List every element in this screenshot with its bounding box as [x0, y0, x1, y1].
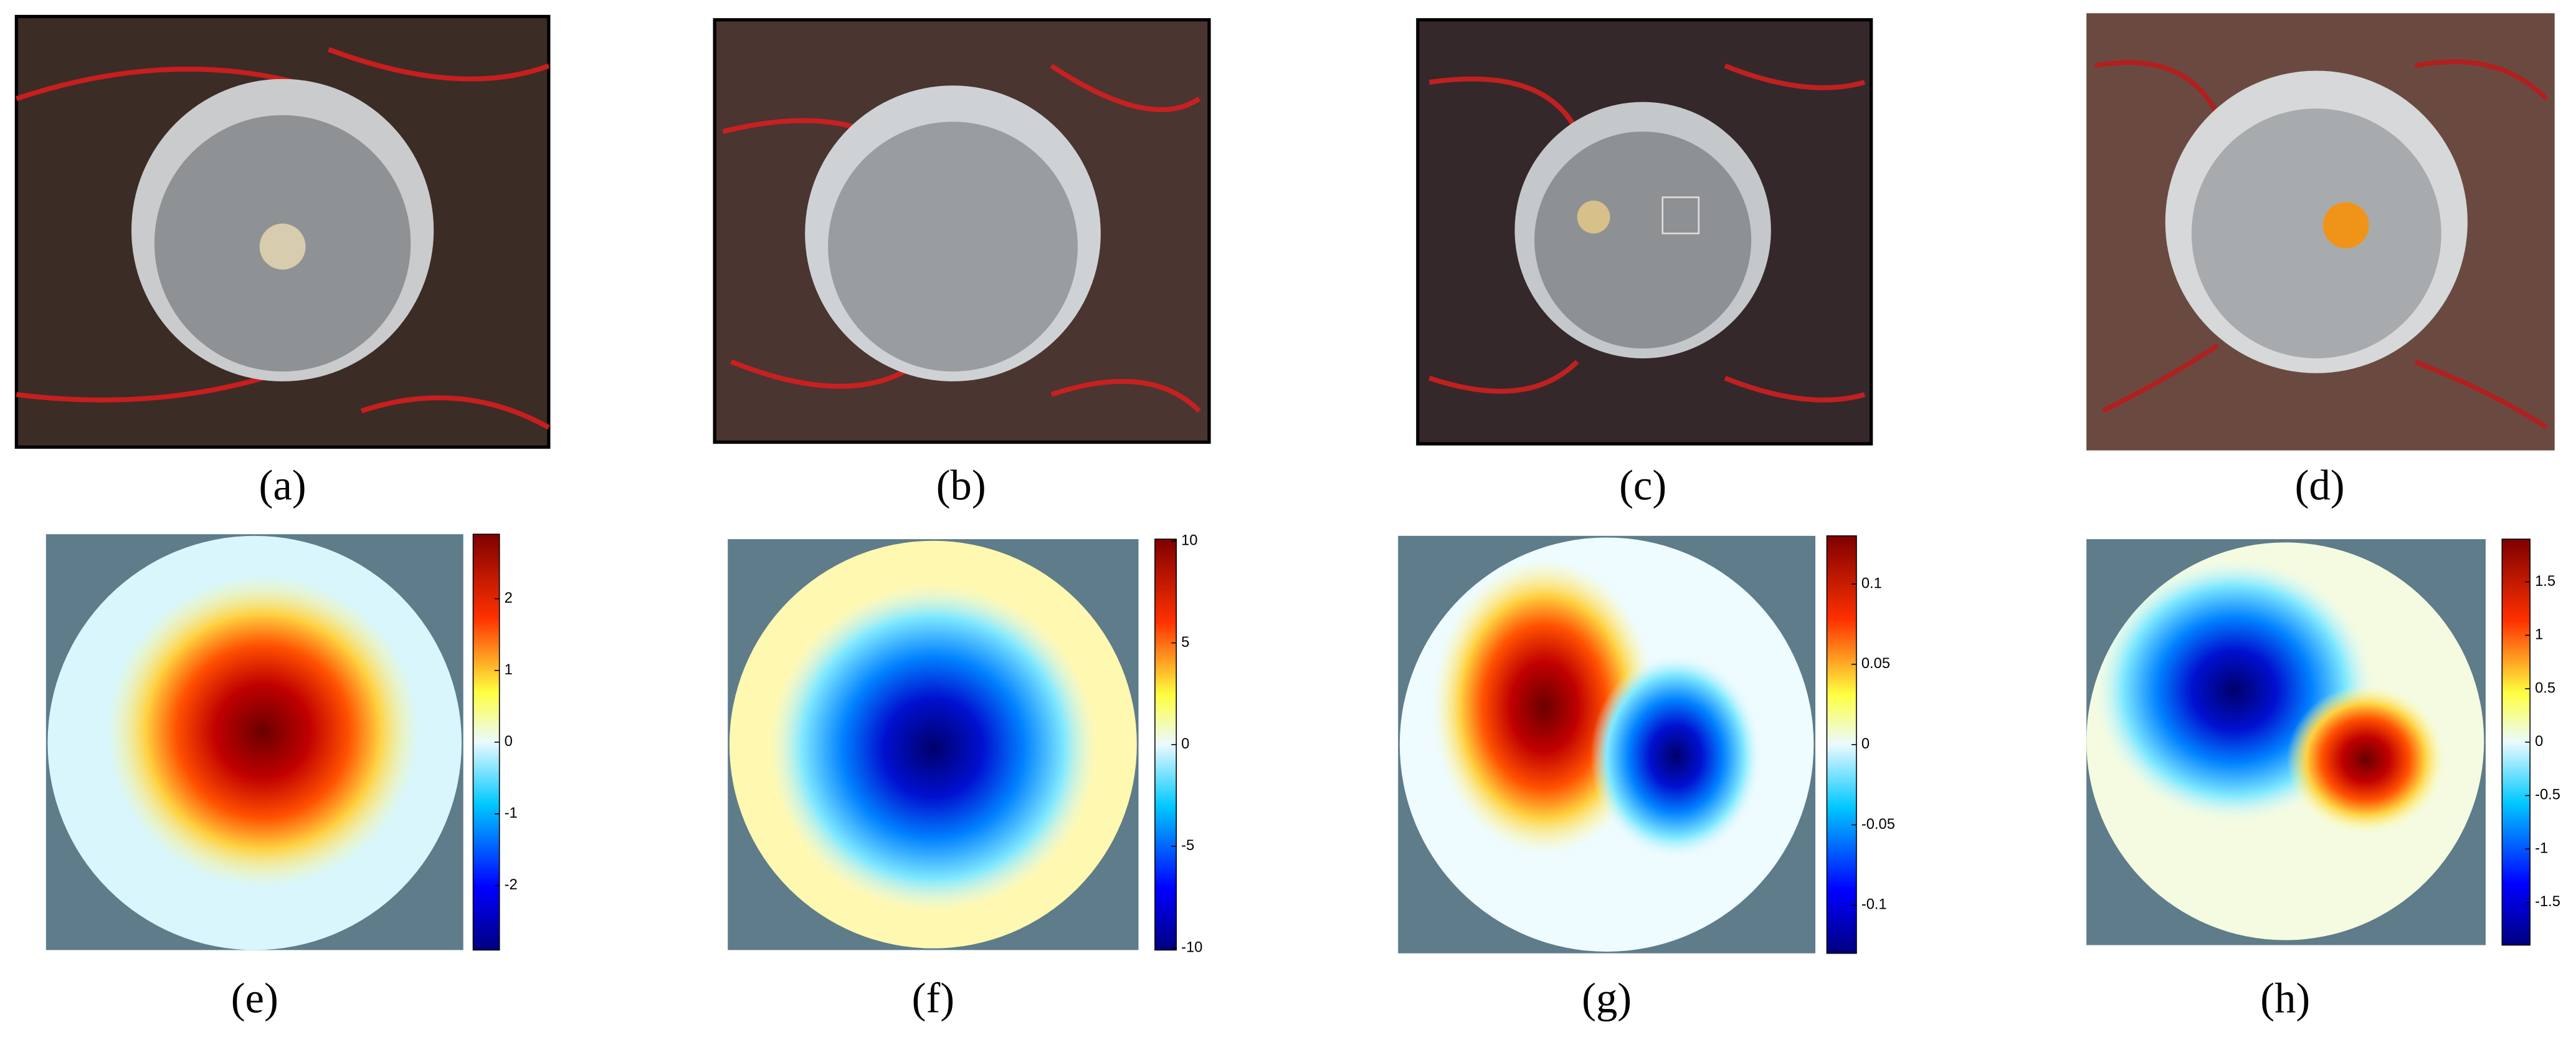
colorbar-tick-label: 1.5: [2535, 573, 2555, 590]
colorbar-tick-label: 10: [1181, 533, 1197, 549]
panel-label: (a): [259, 462, 307, 509]
colorbar-tick-label: 0.5: [2535, 680, 2555, 696]
panel-label: (g): [1582, 974, 1632, 1021]
heatmap-g: [1398, 535, 1816, 954]
heatmap-e: [45, 534, 463, 950]
heatmap-h: [2086, 539, 2486, 945]
colorbar-tick-label: 0: [505, 734, 513, 750]
colorbar-tick-label: -10: [1181, 939, 1202, 955]
colorbar-tick-label: 2: [505, 590, 513, 606]
colorbar-tick-label: 1: [505, 662, 513, 678]
heatmap-f: [728, 539, 1139, 950]
colorbar-tick-label: -1: [2535, 840, 2548, 856]
colorbar-tick-label: -0.05: [1861, 816, 1895, 833]
panel-label: (e): [231, 974, 278, 1021]
panel-label: (d): [2295, 462, 2345, 509]
photo-d: [2086, 13, 2555, 451]
colorbar-tick-label: -0.1: [1861, 897, 1887, 913]
colorbar-tick-label: -5: [1181, 838, 1194, 854]
colorbar-tick-label: -1.5: [2535, 894, 2560, 910]
panel-label: (h): [2260, 974, 2310, 1021]
colorbar-tick-label: 0.05: [1861, 656, 1890, 672]
colorbar-tick-label: 5: [1181, 634, 1189, 651]
photo-a: [14, 14, 551, 449]
colorbar-tick-label: 0: [1181, 736, 1189, 752]
colorbar-tick-label: -1: [505, 805, 518, 821]
panel-label: (c): [1619, 462, 1666, 509]
colorbar-tick-label: 0: [1861, 736, 1870, 752]
panel-label: (b): [936, 462, 986, 509]
panel-label: (f): [912, 974, 954, 1021]
colorbar-tick-label: 1: [2535, 627, 2543, 643]
colorbar-tick-label: 0: [2535, 734, 2543, 750]
photo-c: [1416, 18, 1873, 446]
colorbar-tick-label: 0.1: [1861, 575, 1882, 591]
photo-b: [713, 18, 1211, 444]
colorbar-tick-label: -2: [505, 877, 518, 893]
colorbar-tick-label: -0.5: [2535, 787, 2560, 803]
